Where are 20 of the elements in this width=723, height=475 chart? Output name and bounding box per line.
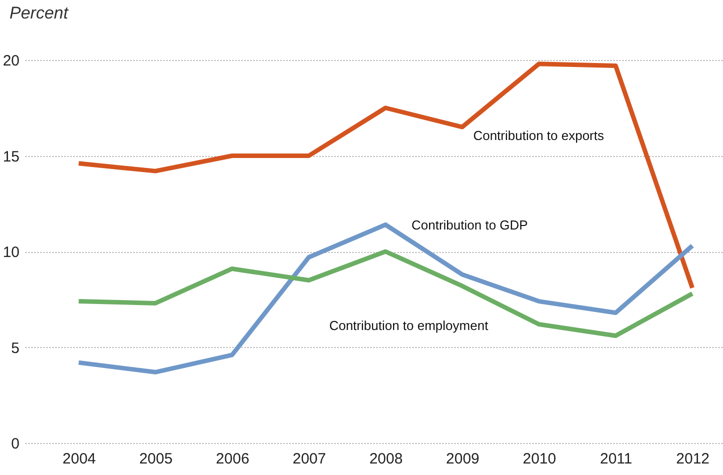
x-tick-label: 2012 bbox=[676, 450, 710, 468]
x-tick-label: 2010 bbox=[522, 450, 556, 468]
x-tick-label: 2009 bbox=[446, 450, 480, 468]
y-tick-label: 20 bbox=[2, 52, 20, 70]
y-axis-title: Percent bbox=[10, 4, 70, 22]
series-label: Contribution to employment bbox=[329, 318, 489, 333]
x-tick-label: 2007 bbox=[292, 450, 326, 468]
y-tick-label: 0 bbox=[11, 436, 20, 452]
x-tick-label: 2008 bbox=[369, 450, 403, 468]
x-tick-label: 2005 bbox=[139, 450, 173, 468]
y-tick-label: 5 bbox=[11, 340, 20, 357]
series-label: Contribution to exports bbox=[473, 128, 604, 144]
y-tick-label: 10 bbox=[2, 244, 20, 261]
y-tick-label: 15 bbox=[2, 148, 20, 166]
x-tick-label: 2011 bbox=[600, 450, 632, 468]
x-tick-label: 2004 bbox=[62, 450, 96, 468]
x-tick-label: 2006 bbox=[216, 450, 250, 468]
line-series bbox=[76, 62, 695, 290]
line-series bbox=[76, 222, 695, 374]
series-label: Contribution to GDP bbox=[412, 218, 528, 233]
